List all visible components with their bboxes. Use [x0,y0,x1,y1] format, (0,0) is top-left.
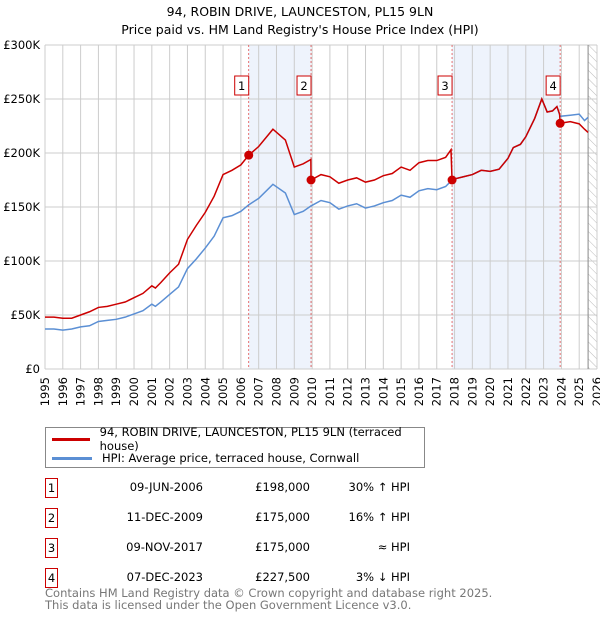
x-tick-label: 2022 [519,377,533,406]
x-tick-label: 1999 [109,377,123,406]
x-tick-label: 2018 [448,377,462,406]
sale-label-box [234,75,250,96]
x-tick-label: 2009 [287,377,301,406]
sale-hpi-comparison: 16% ↑ HPI [348,510,410,524]
y-tick-label: £0 [25,362,40,376]
x-tick-label: 2000 [127,377,141,406]
x-tick-label: 2012 [341,377,355,406]
sale-label-box [437,75,453,96]
sale-label: 3 [441,79,448,93]
sale-price: £227,500 [255,570,310,584]
x-tick-label: 2023 [537,377,551,406]
sale-date: 07-DEC-2023 [126,570,203,584]
sale-price: £175,000 [255,510,310,524]
x-tick-label: 2004 [198,377,212,406]
chart-title: 94, ROBIN DRIVE, LAUNCESTON, PL15 9LN [167,4,434,19]
x-tick-label: 2016 [412,377,426,406]
x-tick-label: 2026 [590,377,600,406]
legend-item-property: 94, ROBIN DRIVE, LAUNCESTON, PL15 9LN (t… [52,425,424,453]
x-tick-label: 2002 [163,377,177,406]
sale-label: 1 [238,79,245,93]
property-price-line [45,96,589,319]
sale-row: 2 11-DEC-2009 £175,000 16% ↑ HPI [45,508,410,530]
x-tick-label: 2017 [430,377,444,406]
sale-row: 1 09-JUN-2006 £198,000 30% ↑ HPI [45,478,410,500]
x-tick-label: 2010 [305,377,319,406]
x-tick-label: 2014 [376,377,390,406]
price-chart: 94, ROBIN DRIVE, LAUNCESTON, PL15 9LN Pr… [3,4,600,406]
y-tick-label: £300K [3,38,40,52]
sale-hpi-comparison: ≈ HPI [377,540,410,554]
x-tick-label: 2006 [234,377,248,406]
x-tick-label: 2019 [465,377,479,406]
y-tick-label: £50K [11,308,41,322]
x-tick-label: 2020 [483,377,497,406]
y-tick-label: £150K [3,200,40,214]
y-tick-label: £250K [3,92,40,106]
legend-item-hpi: HPI: Average price, terraced house, Corn… [52,448,359,468]
sale-label: 2 [300,79,307,93]
x-tick-label: 1995 [38,377,52,406]
x-tick-label: 2011 [323,377,337,406]
sale-price: £175,000 [255,540,310,554]
x-tick-label: 2024 [554,377,568,406]
sale-row: 3 09-NOV-2017 £175,000 ≈ HPI [45,538,410,560]
sale-number-box: 2 [45,508,58,528]
x-tick-label: 2001 [145,377,159,406]
legend: 94, ROBIN DRIVE, LAUNCESTON, PL15 9LN (t… [45,425,425,468]
sale-point [244,150,254,160]
sale-price: £198,000 [255,480,310,494]
chart-subtitle: Price paid vs. HM Land Registry's House … [121,22,478,37]
y-tick-label: £100K [3,254,40,268]
footer-line: This data is licensed under the Open Gov… [45,597,412,612]
x-tick-label: 2015 [394,377,408,406]
sale-number-box: 3 [45,538,58,558]
sale-date: 09-JUN-2006 [129,480,203,494]
x-tick-label: 2008 [269,377,283,406]
sale-label: 4 [549,79,556,93]
sale-number-box: 4 [45,568,58,588]
sale-row: 4 07-DEC-2023 £227,500 3% ↓ HPI [45,568,410,590]
sale-label-box [545,75,561,96]
legend-label: HPI: Average price, terraced house, Corn… [102,451,360,465]
sale-point [555,118,565,128]
x-tick-label: 2021 [501,377,515,406]
x-tick-label: 2013 [359,377,373,406]
legend-swatch-blue [52,456,92,460]
sale-point [306,175,316,185]
x-tick-label: 1996 [56,377,70,406]
sale-label-box [296,75,312,96]
footer: Contains HM Land Registry data © Crown c… [45,586,493,612]
sale-hpi-comparison: 30% ↑ HPI [348,480,410,494]
sale-number-box: 1 [45,478,58,498]
x-tick-label: 1997 [74,377,88,406]
y-tick-label: £200K [3,146,40,160]
x-tick-label: 2025 [572,377,586,406]
sale-hpi-comparison: 3% ↓ HPI [355,570,410,584]
x-tick-label: 2005 [216,377,230,406]
sale-date: 09-NOV-2017 [126,540,203,554]
x-tick-label: 2007 [252,377,266,406]
footer-line: Contains HM Land Registry data © Crown c… [45,586,493,600]
sale-date: 11-DEC-2009 [126,510,203,524]
x-tick-label: 1998 [91,377,105,406]
legend-swatch-red [52,437,90,441]
sale-point [447,175,457,185]
x-tick-label: 2003 [180,377,194,406]
legend-label: 94, ROBIN DRIVE, LAUNCESTON, PL15 9LN (t… [99,425,402,453]
